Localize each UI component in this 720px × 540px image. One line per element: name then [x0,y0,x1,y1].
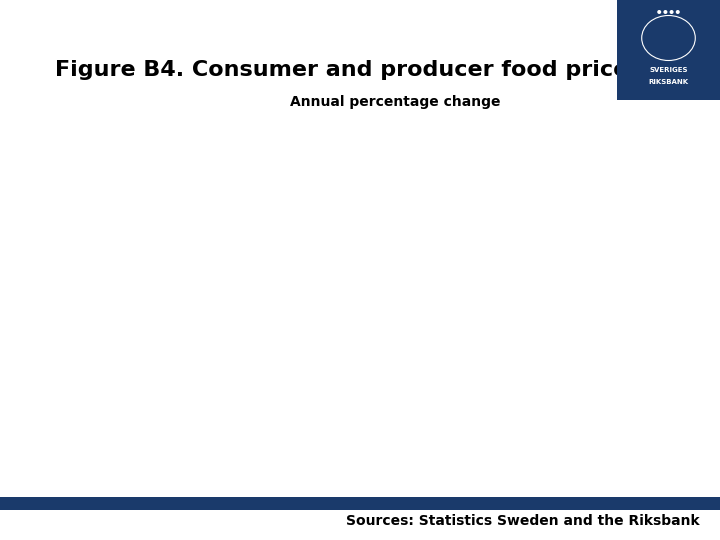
Circle shape [657,10,661,14]
Bar [0,497,720,510]
Text: SVERIGES: SVERIGES [649,67,688,73]
Bar [617,0,720,100]
Circle shape [670,10,674,14]
Circle shape [676,10,680,14]
Circle shape [663,10,667,14]
Text: RIKSBANK: RIKSBANK [649,79,688,85]
Text: Figure B4. Consumer and producer food prices: Figure B4. Consumer and producer food pr… [55,60,642,80]
Text: Annual percentage change: Annual percentage change [290,95,500,109]
Text: Sources: Statistics Sweden and the Riksbank: Sources: Statistics Sweden and the Riksb… [346,514,700,528]
